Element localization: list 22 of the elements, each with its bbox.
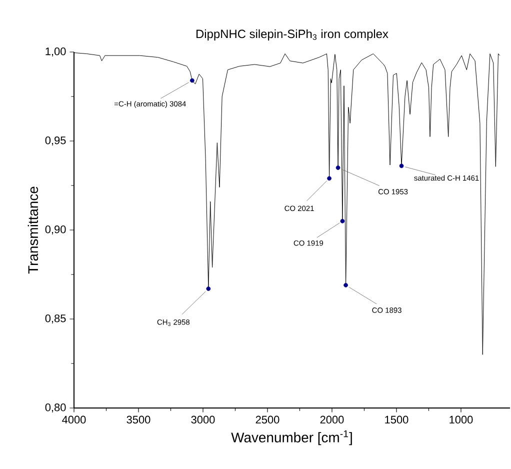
x-tick-label: 1500 (385, 416, 408, 424)
x-axis-title: Wavenumber [cm$^{-1}$] (231, 430, 352, 446)
y-axis-title: Transmittance (28, 186, 38, 274)
y-tick-label: 0,80 (45, 403, 66, 413)
point (206, 286, 211, 291)
x-tick-label: 4000 (62, 416, 86, 424)
y-tick-label: 0,95 (45, 136, 66, 146)
x-tick-label: 3000 (191, 416, 215, 424)
y-tick-label: 0,85 (45, 314, 66, 324)
point (327, 176, 332, 181)
x-tick-label: 2500 (256, 416, 280, 424)
point (190, 78, 194, 83)
y-tick-label: 0,90 (45, 225, 66, 235)
point (344, 282, 348, 288)
y-tick-label: 1,00 (46, 47, 66, 57)
x-tick-label: 3500 (126, 416, 150, 424)
point (399, 164, 404, 168)
point (340, 218, 345, 224)
chart-title: DippNHC silepin-SiPh$_{3}$ iron complex (196, 29, 388, 41)
x-tick-label: 1000 (450, 416, 473, 424)
x-tick-label: 2000 (320, 416, 344, 424)
point (336, 166, 340, 170)
